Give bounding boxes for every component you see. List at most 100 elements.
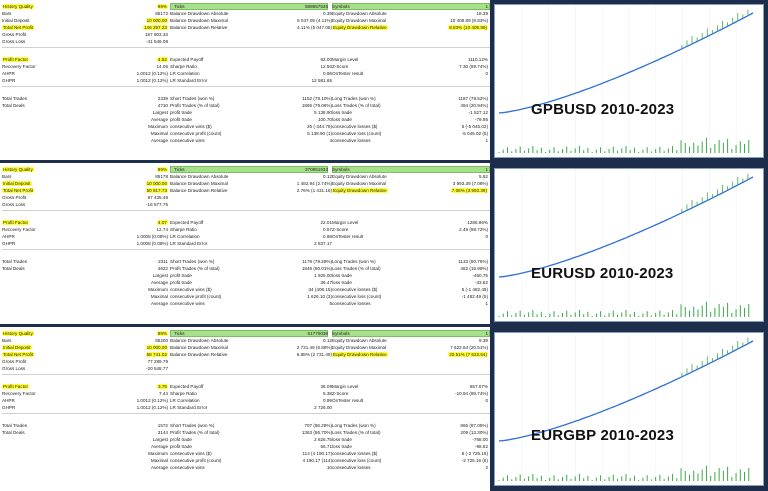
label-total-trades: Total Trades [2,95,72,102]
label-consecutive-losses-money: consecutive losses ($) [332,286,424,293]
value-wins-maximal: 1 626.10 (3) [260,293,332,300]
equity-chart [498,169,754,321]
report-block-3: History Quality 99% Ticks 51770038 Symbols 1 B… [2,327,490,487]
label-total-deals-text: Total Deals [2,266,25,271]
label-largest-text: Largest [152,437,168,442]
label-consecutive-losses: consecutive losses [332,300,424,307]
value-recovery-factor-text: 7.44 [159,391,168,396]
value-total-deals-text: 3144 [157,430,168,435]
value-lr-correlation-text: 0.98 [323,234,332,239]
stat-row: Maximal consecutive profit (count) 5 138.9… [2,130,490,137]
label-gross-profit: Gross Profit [2,194,72,201]
label-maximal: Maximal [72,293,168,300]
symbols-bar [332,330,490,337]
value-wins-maximal-text: 5 138.90 (1) [307,131,332,136]
label-average-text: Average [150,444,168,449]
label-consecutive-losses-text: consecutive losses [332,138,371,143]
value-wins-maximal-text: 1 626.10 (3) [307,294,332,299]
label-loss-trade: loss trade [332,272,424,279]
value-equity-dd-abs-text: 18.39 [476,11,489,16]
label-ticks: Ticks [174,167,185,172]
value-total-deals-text: 4710 [157,103,168,108]
value-loss-largest: -450.75 [412,272,488,279]
label-short-trades-text: Short Trades (won %) [170,259,215,264]
value-ticks: 51770038 [307,331,328,336]
value-loss-trades: 209 (13.30%) [412,429,488,436]
value-sharpe-ratio-text: 0.57 [323,227,332,232]
value-initial-deposit-text: 10 000.00 [145,345,168,350]
value-ahpr-text: 1.0008 (0.08%) [136,234,168,239]
report-tables: History Quality 99% Ticks 588657525 Symbols 1… [0,0,490,487]
report-block-1: History Quality 99% Ticks 588657525 Symbols 1… [2,0,490,160]
value-ticks: 370951933 [305,167,328,172]
label-loss-trade-text: loss trade [332,444,352,449]
label-loss-trade: loss trade [332,109,424,116]
equity-chart [498,333,754,485]
value-short-trades-text: 1152 (78.10%) [302,96,332,101]
value-profit-factor-text: 4.52 [157,57,168,62]
label-average-text: Average [150,117,168,122]
value-gross-loss-text: -41 546.08 [146,39,168,44]
value-history-quality-text: 99% [156,331,168,336]
label-bars: Bars [2,337,72,344]
label-balance-dd-max: Balance Drawdown Maximal [170,17,260,24]
value-wins-maximal: 5 138.90 (1) [260,130,332,137]
label-initial-deposit: Initial Deposit [2,180,72,187]
label-consecutive-losses-money: consecutive losses ($) [332,450,424,457]
label-short-trades: Short Trades (won %) [170,95,260,102]
value-symbols: 1 [412,3,488,10]
label-margin-level-text: Margin Level [332,220,359,225]
value-ontester-text: 0 [485,234,488,239]
section-divider [2,86,490,87]
stat-row: AHPR 1.0012 (0.12%) LR Correlation 0.96 OnTe… [2,70,490,77]
value-profit-trades: 1363 (86.70%) [260,429,332,436]
label-recovery-factor-text: Recovery Factor [2,64,36,69]
value-lr-std-error: 2 837.17 [260,240,332,247]
value-losses-maximum-text: 5 (-1 482.49) [461,287,488,292]
stat-row: Gross Profit 77 289.79 [2,358,490,365]
label-history-quality: History Quality [2,3,72,10]
label-average: Average [72,464,168,471]
label-loss-trade-text: loss trade [332,110,352,115]
label-short-trades: Short Trades (won %) [170,422,260,429]
value-losses-maximal-text: -5 045.02 (5) [461,131,488,136]
label-loss-trade-text: loss trade [332,117,352,122]
label-consecutive-loss-count: consecutive loss (count) [332,457,424,464]
equity-curve [498,340,754,442]
value-gross-profit-text: 77 289.79 [147,359,168,364]
value-profit-average-text: 56.71 [320,444,333,449]
label-consecutive-losses-money-text: consecutive losses ($) [332,287,378,292]
label-consecutive-wins-text: consecutive wins [170,465,205,470]
label-loss-trade: loss trade [332,436,424,443]
label-history-quality-text: History Quality [2,4,34,9]
value-total-trades: 2311 [72,258,168,265]
label-symbols: Symbols [332,3,424,10]
block-separator [0,324,490,327]
value-profit-average: 100.70 [260,116,332,123]
stat-row: Average consecutive wins 10 consecutive los… [2,464,490,471]
label-total-net-profit-text: Total Net Profit [2,25,35,30]
value-long-trades: 865 (87.05%) [412,422,488,429]
label-ahpr: AHPR [2,397,72,404]
value-losses-maximum: 5 (-5 045.02) [412,123,488,130]
value-loss-largest-text: -1 527.12 [468,110,488,115]
value-losses-average-text: 1 [485,301,488,306]
value-history-quality-text: 99% [156,167,168,172]
label-balance-dd-max-text: Balance Drawdown Maximal [170,18,228,23]
label-sharpe-ratio: Sharpe Ratio [170,226,260,233]
value-gross-loss: -41 546.08 [72,38,168,45]
value-balance-dd-rel: 2.76% (1 431.16) [260,187,332,194]
label-expected-payoff: Expected Payoff [170,219,260,226]
label-margin-level: Margin Level [332,56,424,63]
value-gross-loss-text: -20 548.77 [146,366,168,371]
value-z-score: 7.30 (99.74%) [412,63,488,70]
label-profit-trades-text: Profit Trades (% of total) [170,103,220,108]
value-z-score-text: 7.30 (99.74%) [459,64,488,69]
label-loss-trades-text: Loss Trades (% of total) [332,103,381,108]
label-profit-trades: Profit Trades (% of total) [170,429,260,436]
stat-row: Profit Factor 4.52 Expected Payoff 62.00 Mar… [2,56,490,63]
value-wins-average-text: 5 [329,301,332,306]
value-profit-largest-text: 1 925.00 [314,273,332,278]
label-consecutive-loss-count-text: consecutive loss (count) [332,458,382,463]
label-lr-std-error-text: LR Standard Error [170,241,208,246]
